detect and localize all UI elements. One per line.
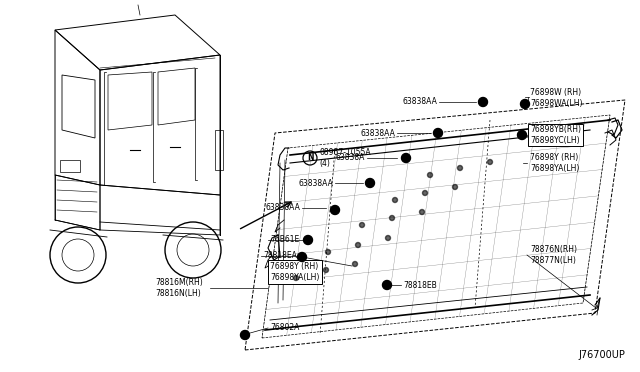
- Text: 76B61E: 76B61E: [270, 235, 300, 244]
- Bar: [60, 160, 80, 172]
- Circle shape: [355, 243, 360, 247]
- Circle shape: [360, 222, 365, 228]
- Text: 08967-1055A
(4): 08967-1055A (4): [319, 148, 371, 168]
- Circle shape: [392, 198, 397, 202]
- Circle shape: [488, 160, 493, 164]
- Text: 76898YB(RH)
76898YC(LH): 76898YB(RH) 76898YC(LH): [530, 125, 581, 145]
- Circle shape: [520, 99, 529, 109]
- Circle shape: [390, 215, 394, 221]
- Circle shape: [401, 154, 410, 163]
- Text: 76802A: 76802A: [270, 324, 300, 333]
- Text: 63838AA: 63838AA: [265, 203, 300, 212]
- Circle shape: [385, 235, 390, 241]
- Text: 76898Y (RH)
76898YA(LH): 76898Y (RH) 76898YA(LH): [530, 153, 579, 173]
- Circle shape: [383, 280, 392, 289]
- Circle shape: [422, 190, 428, 196]
- Text: 63838AA: 63838AA: [402, 97, 437, 106]
- Text: 76898Y (RH)
76898YA(LH): 76898Y (RH) 76898YA(LH): [270, 262, 319, 282]
- Circle shape: [365, 179, 374, 187]
- Text: 63838AA: 63838AA: [360, 128, 395, 138]
- Circle shape: [326, 250, 330, 254]
- Circle shape: [303, 235, 312, 244]
- Text: 78816M(RH)
78816N(LH): 78816M(RH) 78816N(LH): [155, 278, 203, 298]
- Circle shape: [433, 128, 442, 138]
- Text: 78818EB: 78818EB: [403, 280, 436, 289]
- Circle shape: [518, 131, 527, 140]
- Circle shape: [428, 173, 433, 177]
- Text: 78876N(RH)
78877N(LH): 78876N(RH) 78877N(LH): [530, 245, 577, 265]
- Text: 76898W (RH)
76898WA(LH): 76898W (RH) 76898WA(LH): [530, 88, 582, 108]
- Circle shape: [323, 267, 328, 273]
- Text: 78818EA: 78818EA: [263, 251, 297, 260]
- Circle shape: [353, 262, 358, 266]
- Circle shape: [419, 209, 424, 215]
- Circle shape: [458, 166, 463, 170]
- Text: J76700UP: J76700UP: [578, 350, 625, 360]
- Text: 63838A: 63838A: [335, 154, 365, 163]
- Circle shape: [298, 253, 307, 262]
- Circle shape: [294, 276, 298, 280]
- Circle shape: [479, 97, 488, 106]
- Circle shape: [452, 185, 458, 189]
- Text: 63838AA: 63838AA: [298, 179, 333, 187]
- Circle shape: [330, 205, 339, 215]
- Text: N: N: [307, 154, 313, 163]
- Bar: [215, 130, 223, 170]
- Circle shape: [241, 330, 250, 340]
